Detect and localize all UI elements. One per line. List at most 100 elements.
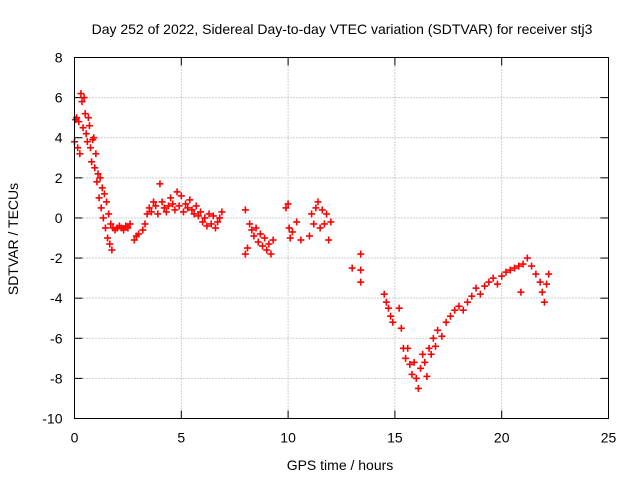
data-point: [214, 218, 222, 226]
data-point: [218, 208, 226, 216]
data-point: [79, 124, 87, 132]
data-point: [105, 210, 113, 218]
y-tick-label: -10: [42, 411, 62, 427]
data-point: [442, 318, 450, 326]
data-point: [175, 202, 183, 210]
data-point: [515, 262, 523, 270]
data-point: [387, 312, 395, 320]
data-point: [357, 278, 365, 286]
data-point: [80, 94, 88, 102]
data-point: [511, 264, 519, 272]
data-point: [419, 350, 427, 358]
data-point: [93, 178, 101, 186]
data-point: [143, 210, 151, 218]
data-point: [395, 304, 403, 312]
data-point: [312, 204, 320, 212]
x-tick-label: 20: [494, 430, 510, 446]
data-point: [318, 206, 326, 214]
data-point: [434, 326, 442, 334]
y-tick-label: 8: [55, 50, 63, 66]
data-point: [476, 290, 484, 298]
data-point: [139, 226, 147, 234]
data-point: [241, 206, 249, 214]
data-point: [120, 226, 128, 234]
data-point: [186, 196, 194, 204]
data-point: [459, 306, 467, 314]
data-point: [171, 206, 179, 214]
data-point: [380, 290, 388, 298]
data-point: [184, 204, 192, 212]
data-point: [75, 118, 83, 126]
data-point: [357, 250, 365, 258]
y-tick-label: 2: [55, 170, 63, 186]
data-point: [267, 250, 275, 258]
data-point: [269, 236, 277, 244]
data-point: [538, 288, 546, 296]
data-point: [201, 214, 209, 222]
data-point: [190, 210, 198, 218]
data-point: [97, 204, 105, 212]
data-point: [402, 354, 410, 362]
data-point: [99, 214, 107, 222]
data-point: [498, 272, 506, 280]
data-point: [96, 174, 104, 182]
data-point: [397, 324, 405, 332]
y-tick-label: -6: [50, 330, 63, 346]
data-point: [241, 250, 249, 258]
x-tick-label: 15: [387, 430, 403, 446]
data-point: [384, 304, 392, 312]
data-point: [188, 206, 196, 214]
data-point: [417, 364, 425, 372]
data-point: [164, 202, 172, 210]
data-point: [108, 246, 116, 254]
data-point: [285, 224, 293, 232]
data-point: [82, 130, 90, 138]
data-point: [147, 208, 155, 216]
data-point: [179, 208, 187, 216]
data-point: [173, 188, 181, 196]
data-point: [357, 266, 365, 274]
data-point: [98, 184, 106, 192]
data-point: [293, 218, 301, 226]
data-point: [348, 264, 356, 272]
data-point: [258, 242, 266, 250]
data-point: [502, 268, 510, 276]
x-tick-label: 25: [601, 430, 617, 446]
chart-title: Day 252 of 2022, Sidereal Day-to-day VTE…: [92, 21, 593, 37]
data-point: [90, 134, 98, 142]
data-point: [154, 210, 162, 218]
data-point: [192, 202, 200, 210]
data-point: [493, 280, 501, 288]
data-point: [103, 198, 111, 206]
data-point: [519, 260, 527, 268]
data-point: [83, 138, 91, 146]
data-point: [288, 228, 296, 236]
data-point: [94, 170, 102, 178]
data-point: [464, 298, 472, 306]
data-point: [314, 198, 322, 206]
y-tick-label: -2: [50, 250, 63, 266]
data-point: [126, 220, 134, 228]
data-point: [78, 98, 86, 106]
data-point: [421, 358, 429, 366]
data-point: [468, 292, 476, 300]
data-point: [76, 150, 84, 158]
data-point: [536, 278, 544, 286]
data-point: [106, 240, 114, 248]
plot-frame: [74, 57, 609, 419]
data-point: [389, 318, 397, 326]
data-point: [305, 232, 313, 240]
data-point: [207, 220, 215, 228]
data-point: [194, 212, 202, 220]
data-point: [167, 194, 175, 202]
data-point: [130, 236, 138, 244]
data-point: [451, 306, 459, 314]
data-point: [404, 344, 412, 352]
data-point: [427, 350, 435, 358]
data-point: [256, 230, 264, 238]
data-point: [425, 344, 433, 352]
x-tick-label: 10: [280, 430, 296, 446]
data-point: [141, 220, 149, 228]
x-axis-label: GPS time / hours: [287, 457, 394, 473]
data-point: [107, 220, 115, 228]
